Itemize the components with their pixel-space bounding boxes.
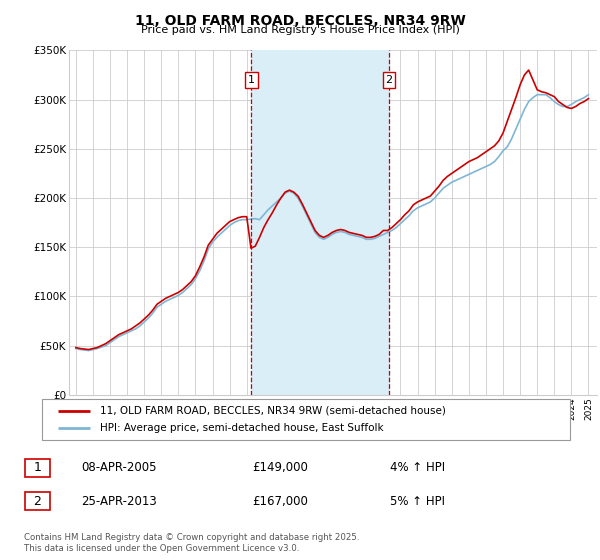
Text: 1: 1 bbox=[34, 461, 41, 474]
Text: 4% ↑ HPI: 4% ↑ HPI bbox=[390, 461, 445, 474]
FancyBboxPatch shape bbox=[25, 459, 50, 477]
Text: HPI: Average price, semi-detached house, East Suffolk: HPI: Average price, semi-detached house,… bbox=[100, 423, 384, 433]
Text: £167,000: £167,000 bbox=[252, 494, 308, 508]
Bar bbox=[251, 50, 389, 395]
Text: 11, OLD FARM ROAD, BECCLES, NR34 9RW: 11, OLD FARM ROAD, BECCLES, NR34 9RW bbox=[134, 14, 466, 28]
Text: 2: 2 bbox=[34, 494, 41, 508]
FancyBboxPatch shape bbox=[42, 399, 570, 440]
Text: Contains HM Land Registry data © Crown copyright and database right 2025.
This d: Contains HM Land Registry data © Crown c… bbox=[24, 533, 359, 553]
Text: 25-APR-2013: 25-APR-2013 bbox=[81, 494, 157, 508]
Text: 1: 1 bbox=[248, 75, 255, 85]
Text: Price paid vs. HM Land Registry's House Price Index (HPI): Price paid vs. HM Land Registry's House … bbox=[140, 25, 460, 35]
Text: 5% ↑ HPI: 5% ↑ HPI bbox=[390, 494, 445, 508]
Text: 2: 2 bbox=[385, 75, 392, 85]
FancyBboxPatch shape bbox=[25, 492, 50, 510]
Text: £149,000: £149,000 bbox=[252, 461, 308, 474]
Text: 08-APR-2005: 08-APR-2005 bbox=[81, 461, 157, 474]
Text: 11, OLD FARM ROAD, BECCLES, NR34 9RW (semi-detached house): 11, OLD FARM ROAD, BECCLES, NR34 9RW (se… bbox=[100, 405, 446, 416]
